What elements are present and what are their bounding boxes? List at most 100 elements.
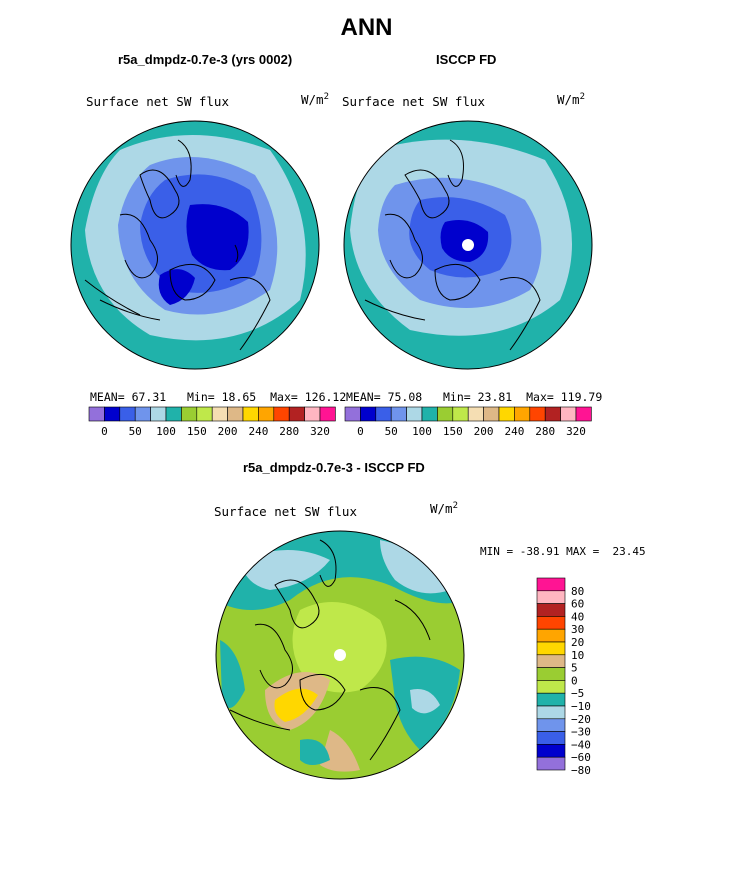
- panel3-colorbar-swatch: [536, 731, 566, 745]
- panel2-colorbar-tick-label: 320: [566, 425, 586, 438]
- panel3-colorbar-tick-label: 20: [571, 636, 584, 649]
- panel3-colorbar-tick-label: −30: [571, 726, 591, 739]
- panel3-colorbar-tick-label: 5: [571, 662, 578, 675]
- panel1-field-label: Surface net SW flux: [86, 94, 229, 109]
- panel1-colorbar-swatch: [134, 406, 151, 422]
- panel3-colorbar-swatch: [536, 641, 566, 656]
- panel2-map: [344, 121, 592, 369]
- panel1-colorbar-swatch: [181, 406, 198, 422]
- panel3-colorbar-tick-label: −20: [571, 713, 591, 726]
- panel3-colorbar-tick-label: 40: [571, 610, 584, 623]
- panel1-colorbar-swatch: [242, 406, 259, 422]
- panel2-colorbar-tick-label: 280: [535, 425, 555, 438]
- panel2-colorbar-swatch: [529, 406, 546, 422]
- panel3-units: W/m2: [430, 501, 458, 517]
- panel2-colorbar-swatch: [406, 406, 423, 422]
- panel2-colorbar-swatch: [390, 406, 407, 422]
- panel1-map-border: [70, 120, 320, 370]
- panel1-colorbar: 0 50 100 150 200 240 280 320: [88, 406, 336, 438]
- panel1-colorbar-tick-label: 0: [101, 425, 108, 438]
- panel1-colorbar-swatch: [227, 406, 244, 422]
- panel2-colorbar-swatch: [467, 406, 484, 422]
- panel1-units: W/m2: [301, 92, 329, 108]
- panel1-colorbar-tick-label: 50: [129, 425, 142, 438]
- panel2-field-label: Surface net SW flux: [342, 94, 485, 109]
- panel1-colorbar-tick-label: 320: [310, 425, 330, 438]
- panel3-colorbar-tick-label: 0: [571, 674, 578, 687]
- panel1-stats: MEAN= 67.31 Min= 18.65 Max= 126.12: [90, 390, 347, 404]
- panel3-colorbar-tick-label: 60: [571, 598, 584, 611]
- panel1-colorbar-swatch: [88, 406, 105, 422]
- panel3-colorbar-swatch: [536, 654, 566, 668]
- panel2-stats: MEAN= 75.08 Min= 23.81 Max= 119.79: [346, 390, 603, 404]
- panel3-colorbar-swatch: [536, 680, 566, 694]
- panel3-colorbar-swatch: [536, 628, 566, 643]
- panel3-field-label: Surface net SW flux: [214, 504, 357, 519]
- panel2-colorbar-tick-label: 100: [412, 425, 432, 438]
- panel2-map-border: [343, 120, 593, 370]
- panel1-colorbar-swatch: [150, 406, 167, 422]
- panel1-coastlines: [99, 139, 271, 351]
- panel2-colorbar-swatch: [560, 406, 577, 422]
- panel2-units: W/m2: [557, 92, 585, 108]
- panel3-colorbar-swatch: [536, 590, 566, 604]
- panel3-colorbar-tick-label: 30: [571, 623, 584, 636]
- panel2-colorbar-swatch: [483, 406, 500, 422]
- panel2-colorbar-swatch: [344, 406, 361, 422]
- panel3-map-border: [215, 530, 465, 780]
- panel3-minmax: MIN = -38.91 MAX = 23.45: [480, 545, 646, 558]
- panel1-colorbar-swatch: [273, 406, 290, 422]
- panel3-colorbar-swatch: [536, 744, 566, 758]
- panel1-map: [71, 121, 319, 369]
- panel2-colorbar-swatch: [514, 406, 531, 422]
- panel1-colorbar-swatch: [104, 406, 121, 422]
- panel2-colorbar-swatch: [375, 406, 392, 422]
- panel1-colorbar-tick-label: 280: [279, 425, 299, 438]
- panel2-colorbar-tick-label: 240: [504, 425, 524, 438]
- panel3-colorbar-tick-label: −80: [571, 764, 591, 777]
- panel1-colorbar-swatch: [304, 406, 321, 422]
- panel2-colorbar: 0 50 100 150 200 240 280 320: [344, 406, 592, 438]
- panel3-colorbar-tick-label: −40: [571, 738, 591, 751]
- panel3-colorbar-swatch: [536, 692, 566, 707]
- panel2-colorbar-swatch: [437, 406, 454, 422]
- panel3-colorbar-swatch: [536, 603, 566, 617]
- panel1-title: r5a_dmpdz-0.7e-3 (yrs 0002): [118, 52, 293, 67]
- panel2-colorbar-swatch: [452, 406, 469, 422]
- panel1-colorbar-swatch: [258, 406, 275, 422]
- panel2-colorbar-tick-label: 200: [474, 425, 494, 438]
- panel3-map: [216, 531, 464, 779]
- panel3-colorbar-swatch: [536, 667, 566, 681]
- panel1-colorbar-swatch: [119, 406, 136, 422]
- panel1-colorbar-swatch: [288, 406, 305, 422]
- panel2-colorbar-swatch: [544, 406, 561, 422]
- figure-title: ANN: [340, 14, 393, 41]
- panel2-colorbar-swatch: [575, 406, 592, 422]
- panel3-colorbar-tick-label: −5: [571, 687, 584, 700]
- panel1-colorbar-swatch: [196, 406, 213, 422]
- panel3-colorbar-swatch: [536, 756, 566, 771]
- panel3-colorbar-swatch: [536, 577, 566, 592]
- panel2-coastlines: [364, 139, 541, 351]
- panel2-colorbar-tick-label: 150: [443, 425, 463, 438]
- panel3-colorbar-swatch: [536, 718, 566, 732]
- panel1-colorbar-swatch: [211, 406, 228, 422]
- panel2-colorbar-swatch: [360, 406, 377, 422]
- panel3-colorbar-tick-label: −10: [571, 700, 591, 713]
- panel1-colorbar-swatch: [319, 406, 336, 422]
- panel1-colorbar-tick-label: 200: [218, 425, 238, 438]
- panel2-colorbar-swatch: [498, 406, 515, 422]
- panel1-colorbar-tick-label: 150: [187, 425, 207, 438]
- panel1-colorbar-tick-label: 100: [156, 425, 176, 438]
- panel3-colorbar-tick-label: 10: [571, 649, 584, 662]
- panel1-colorbar-swatch: [165, 406, 182, 422]
- panel3-colorbar-tick-label: −60: [571, 751, 591, 764]
- panel3-colorbar-swatch: [536, 616, 566, 630]
- panel3-title: r5a_dmpdz-0.7e-3 - ISCCP FD: [243, 460, 425, 475]
- panel2-colorbar-swatch: [421, 406, 438, 422]
- panel2-colorbar-tick-label: 50: [385, 425, 398, 438]
- panel3-colorbar-tick-label: 80: [571, 585, 584, 598]
- panel3-coastlines: [229, 539, 431, 761]
- panel2-title: ISCCP FD: [436, 52, 497, 67]
